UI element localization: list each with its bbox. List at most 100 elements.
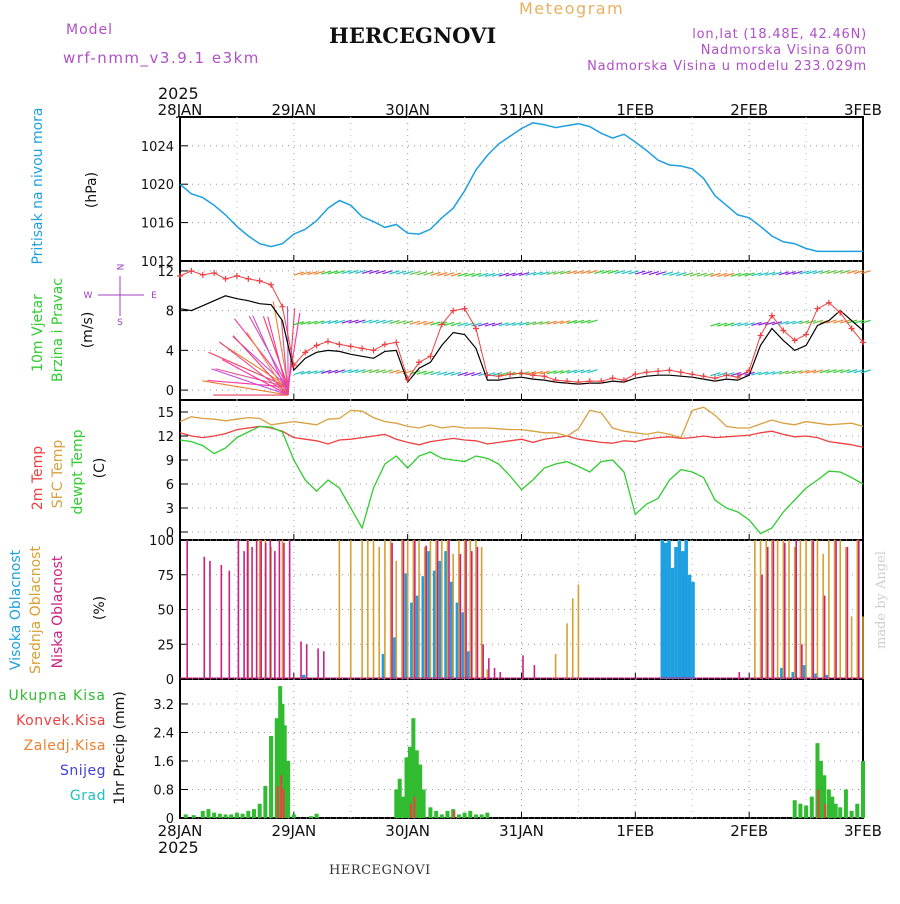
high-cloud-bar (684, 540, 688, 679)
wind-barb (689, 272, 701, 277)
wind-gust-marker (495, 373, 502, 380)
bottom-date-label: 3FEB (844, 822, 882, 840)
mid-cloud-bar (571, 598, 574, 679)
high-cloud-bar (421, 576, 425, 679)
low-cloud-label: Niska Oblacnost (50, 555, 66, 668)
mid-cloud-bar (554, 653, 557, 679)
bottom-date-label: 29JAN (271, 822, 316, 840)
wind-barb (580, 319, 591, 324)
wind-barb (293, 370, 305, 375)
wind-barb (423, 271, 434, 276)
wind-barb (416, 271, 427, 276)
low-cloud-bar (317, 648, 319, 679)
low-cloud-bar (251, 546, 253, 679)
mid-cloud-bar (828, 540, 830, 679)
pressure-plot (179, 122, 863, 253)
conv-precip-bar (409, 803, 412, 818)
mid-cloud-bar (793, 546, 796, 679)
total-precip-bar (439, 814, 444, 818)
wind-barb (505, 322, 516, 327)
y-tick-label: 0.8 (153, 783, 174, 798)
wind-barb (662, 271, 673, 276)
top-date-label: 1FEB (616, 101, 654, 119)
wind-barb (402, 320, 414, 325)
low-cloud-bar (203, 556, 206, 679)
wind-barb (833, 369, 844, 374)
wind-barb (484, 322, 496, 327)
total-precip-bar (804, 805, 809, 818)
wind-barb (430, 271, 441, 276)
y-tick-label: 75 (157, 569, 174, 584)
high-cloud-bar (691, 581, 695, 679)
total-precip-bar (183, 814, 188, 818)
total-precip-bar (217, 813, 222, 818)
compass-east: E (151, 291, 157, 301)
total-precip-bar (822, 775, 827, 818)
wind-barb (334, 369, 345, 374)
wind-direction-ray (207, 379, 289, 388)
wind-barb (546, 370, 557, 375)
low-cloud-bar (300, 641, 302, 679)
wind-gust-marker (803, 331, 810, 338)
low-cloud-bar (305, 644, 308, 679)
wind-barb (532, 370, 544, 375)
high-cloud-bar (825, 674, 830, 679)
wind-barb (853, 269, 865, 275)
total-precip-bar (397, 778, 402, 818)
low-cloud-bar (391, 542, 393, 679)
wind-barb (846, 369, 858, 374)
cloud-unit: (%) (92, 596, 108, 620)
wind-gust-marker (666, 367, 673, 374)
high-cloud-bar (427, 551, 431, 679)
total-precip-bar (456, 814, 461, 818)
wind-barb (792, 320, 803, 325)
total-precip-bar (833, 803, 838, 818)
wind-barb (300, 271, 311, 276)
total-precip-bar (240, 813, 245, 818)
wind-direction-ray (211, 368, 289, 396)
low-cloud-bar (823, 595, 826, 679)
wind-barb (826, 369, 837, 374)
wind-barb (375, 319, 386, 324)
mid-cloud-bar (810, 540, 813, 679)
wind-barb (805, 270, 817, 275)
wind-barb (320, 270, 332, 275)
wind-barb (682, 272, 694, 277)
wind-barb (566, 270, 578, 275)
mid-cloud-bar (429, 540, 432, 679)
wind-barb (361, 269, 373, 274)
precip-plot (183, 686, 865, 818)
mid-cloud-bar (452, 553, 454, 679)
wind-barb (443, 272, 455, 277)
conv-precip-label: Konvek.Kisa (16, 713, 106, 729)
wind-barb (805, 369, 817, 374)
wind-barb (341, 319, 352, 324)
wind-barb (703, 272, 714, 277)
wind-barb (785, 270, 796, 276)
wind-barb (443, 371, 455, 376)
total-precip-bar (855, 803, 860, 818)
wind-barb (635, 270, 646, 275)
mid-cloud-bar (463, 540, 466, 679)
y-tick-label: 1.6 (153, 755, 174, 770)
wind-gust-marker (279, 303, 286, 310)
mid-cloud-bar (441, 540, 443, 679)
mid-cloud-bar (788, 540, 790, 679)
pressure-title: Pritisak na nivou mora (30, 107, 46, 264)
total-precip-bar (418, 764, 423, 818)
total-precip-bar (792, 800, 797, 818)
wind-barb (799, 270, 810, 275)
wind-gust-marker (780, 327, 787, 334)
wind-gust-marker (723, 372, 730, 379)
wind-barb (471, 322, 482, 327)
low-cloud-bar (448, 540, 450, 679)
wind-gust-marker (564, 378, 571, 385)
wind-gust-marker (712, 375, 719, 382)
wind-barb (443, 321, 455, 327)
low-cloud-bar (186, 540, 188, 679)
wind-barb (840, 319, 851, 324)
wind-direction-ray (267, 316, 289, 396)
low-cloud-bar (784, 542, 786, 679)
wind-direction-ray (246, 332, 289, 396)
